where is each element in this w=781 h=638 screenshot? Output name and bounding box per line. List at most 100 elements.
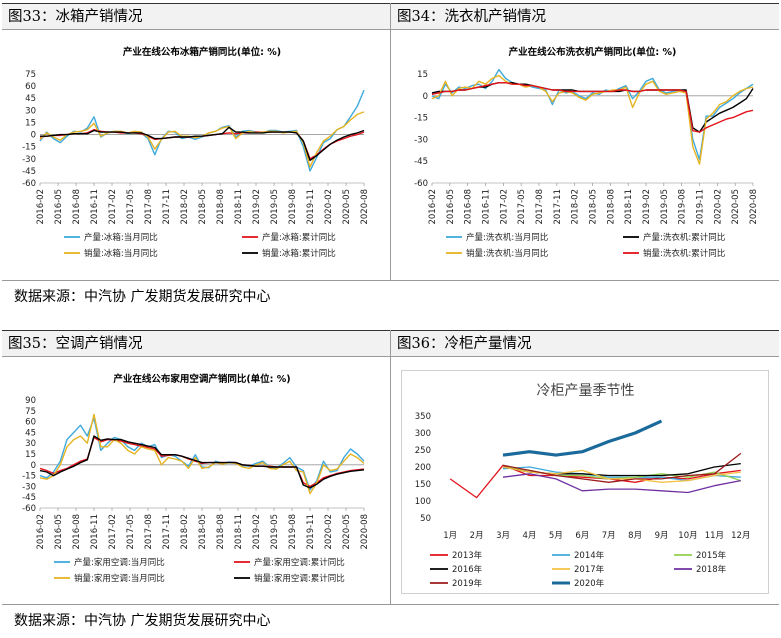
fig36-xtick-label: 6月	[575, 531, 589, 541]
fig35-series-line-3	[39, 413, 365, 495]
fig33-xtick-label: 2016-08	[72, 189, 82, 225]
fig33-xtick-label: 2017-08	[144, 189, 154, 225]
fig36-series-line-7	[502, 452, 742, 483]
fig33-chart: 产业在线公布冰箱产销同比(单位: %) 75 60 45 30 15 0 -15 -30 -45 -…	[2, 31, 390, 280]
fig35-ytick-label: -30	[22, 482, 36, 492]
fig35-xtick-label: 2017-02	[108, 514, 118, 550]
fig33-xtick-label: 2019-11	[306, 189, 316, 225]
fig35-ytick-label: 90	[25, 396, 36, 406]
fig36-series-line-8	[502, 419, 663, 457]
fig33-xtick-label: 2019-05	[270, 189, 280, 225]
fig35-ytick-label: -60	[22, 504, 36, 514]
fig35-xtick-label: 2018-11	[234, 514, 244, 550]
fig34-legend-label-4: 销量:洗衣机:累计同比	[643, 248, 725, 259]
fig35-title: 产业在线公布家用空调产销同比(单位: %)	[113, 373, 290, 385]
fig35-xtick-label: 2020-02	[324, 514, 334, 550]
fig33-ytick-label: -15	[22, 143, 36, 153]
fig33-ytick-label: 30	[25, 106, 36, 116]
fig35-xtick-label: 2018-02	[180, 514, 190, 550]
fig36-xtick-label: 7月	[602, 531, 616, 541]
fig35-legend-label-2: 产量:家用空调:累计同比	[254, 557, 345, 568]
fig33-xtick-label: 2019-02	[252, 189, 262, 225]
fig35-ytick-label: 30	[25, 439, 36, 449]
fig33-xtick-label: 2018-08	[216, 189, 226, 225]
fig33-xtick-label: 2018-02	[180, 189, 190, 225]
fig35-ytick-label: 0	[31, 461, 36, 471]
fig34-xtick-label: 2020-02	[713, 189, 723, 225]
fig33-xtick-label: 2019-08	[288, 189, 298, 225]
fig36-xtick-label: 1月	[443, 531, 457, 541]
fig34-series-line-3	[431, 74, 754, 165]
fig36-ytick-label: 250	[415, 446, 431, 456]
fig35-xtick-label: 2019-11	[306, 514, 316, 550]
fig33-ytick-label: -60	[22, 179, 36, 189]
fig33-title: 产业在线公布冰箱产销同比(单位: %)	[123, 46, 281, 58]
fig34-series-line-4	[431, 82, 754, 133]
fig33-xtick-label: 2016-02	[36, 189, 46, 225]
fig34-ytick-label: -60	[414, 179, 428, 189]
fig35-svg: 产业在线公布家用空调产销同比(单位: %) 9075604530150-15-30…	[22, 373, 370, 584]
fig36-legend-label-2: 2014年	[574, 550, 605, 561]
fig34-xtick-label: 2017-11	[553, 189, 563, 225]
fig33-svg: 产业在线公布冰箱产销同比(单位: %) 75 60 45 30 15 0 -15 -30 -45 -…	[22, 46, 370, 259]
fig34-legend-label-3: 销量:洗衣机:当月同比	[466, 248, 548, 259]
fig34-series-line-1	[431, 68, 754, 161]
fig35-xtick-label: 2019-02	[252, 514, 262, 550]
bottom-divider	[390, 330, 391, 604]
fig35-xtick-label: 2020-08	[360, 514, 370, 550]
fig34-chart: 产业在线公布洗衣机产销同比(单位: %) 15 0 -15 -30 -45 -60 2016-…	[391, 31, 779, 280]
fig36-xtick-label: 4月	[522, 531, 536, 541]
fig34-ytick-label: 15	[417, 70, 428, 80]
fig35-xtick-label: 2016-02	[36, 514, 46, 550]
fig36-xtick-label: 12月	[731, 531, 750, 541]
fig35-ytick-label: -15	[22, 472, 36, 482]
fig34-xtick-label: 2016-08	[464, 189, 474, 225]
fig34-header: 图34：洗衣机产销情况	[391, 3, 779, 30]
fig35-ytick-label: 75	[25, 407, 36, 417]
fig33-ytick-label: 60	[25, 82, 36, 92]
fig33-ytick-label: 75	[25, 70, 36, 80]
fig35-legend-label-1: 产量:家用空调:当月同比	[74, 557, 165, 568]
fig33-xtick-label: 2020-08	[360, 189, 370, 225]
fig33-ytick-label: 15	[25, 118, 36, 128]
fig34-xtick-label: 2019-11	[696, 189, 706, 225]
source-note-top: 数据来源：中汽协 广发期货发展研究中心	[14, 289, 271, 305]
fig35-series-line-1	[39, 417, 365, 491]
fig36-ytick-label: 50	[420, 514, 431, 524]
fig36-legend-label-6: 2018年	[696, 564, 727, 575]
fig34-xtick-label: 2017-05	[517, 189, 527, 225]
fig36-xtick-label: 10月	[678, 531, 697, 541]
fig34-ytick-label: 0	[423, 92, 428, 102]
fig34-legend-label-2: 产量:洗衣机:累计同比	[643, 232, 725, 243]
fig33-legend-label-3: 销量:冰箱:当月同比	[84, 248, 158, 259]
fig33-xtick-label: 2018-11	[234, 189, 244, 225]
fig36-legend-label-4: 2016年	[452, 564, 483, 575]
fig36-ytick-label: 150	[415, 480, 431, 490]
fig35-legend-label-4: 销量:家用空调:累计同比	[254, 573, 345, 584]
fig34-xtick-label: 2018-11	[624, 189, 634, 225]
fig34-xtick-label: 2020-05	[731, 189, 741, 225]
fig35-xtick-label: 2016-08	[72, 514, 82, 550]
fig34-xtick-label: 2016-11	[482, 189, 492, 225]
fig36-series-line-1	[449, 464, 741, 499]
fig34-xtick-label: 2018-08	[606, 189, 616, 225]
fig35-xtick-label: 2017-11	[162, 514, 172, 550]
fig33-xtick-label: 2020-02	[324, 189, 334, 225]
fig35-xtick-label: 2018-05	[198, 514, 208, 550]
fig36-ytick-label: 300	[415, 429, 431, 439]
fig36-xtick-label: 3月	[496, 531, 510, 541]
fig35-xtick-label: 2019-08	[288, 514, 298, 550]
fig36-header: 图36：冷柜产量情况	[391, 330, 779, 357]
fig35-xtick-label: 2019-05	[270, 514, 280, 550]
fig33-xtick-label: 2017-11	[162, 189, 172, 225]
fig33-xtick-label: 2016-11	[90, 189, 100, 225]
fig33-series-line-4	[40, 126, 365, 162]
fig33-ytick-label: 45	[25, 94, 36, 104]
fig33-xtick-label: 2020-05	[342, 189, 352, 225]
fig35-series-line-4	[39, 435, 365, 489]
fig33-series-line-1	[39, 89, 365, 172]
fig34-xtick-label: 2018-02	[571, 189, 581, 225]
fig36-legend-label-7: 2019年	[452, 578, 483, 589]
fig34-xtick-label: 2016-05	[446, 189, 456, 225]
fig36-chart: 冷柜产量季节性 350 300 250 200 150 100 50 1月 2月 3月 4月 5月 6月 7…	[401, 370, 769, 594]
